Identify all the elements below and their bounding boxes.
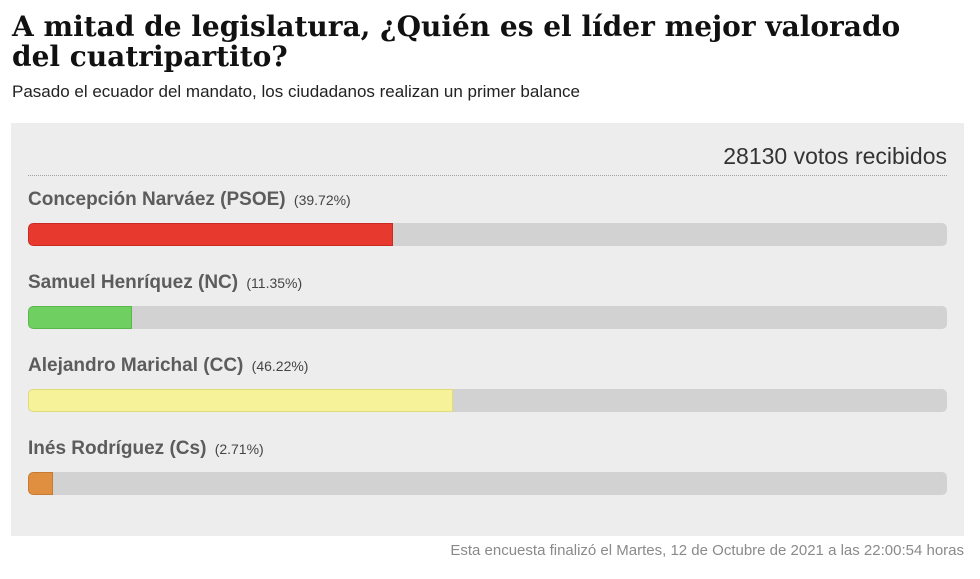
- option-bar-fill: [28, 223, 394, 246]
- poll-subtitle: Pasado el ecuador del mandato, los ciuda…: [12, 82, 580, 101]
- option-bar-fill: [28, 306, 133, 329]
- poll-title: A mitad de legislatura, ¿Quién es el líd…: [12, 10, 901, 73]
- option-percent: (46.22%): [251, 358, 309, 374]
- poll-option: Inés Rodríguez (Cs) (2.71%): [28, 437, 947, 495]
- option-name: Alejandro Marichal (CC): [28, 355, 244, 376]
- option-name: Concepción Narváez (PSOE): [28, 189, 286, 210]
- option-name: Inés Rodríguez (Cs): [28, 438, 207, 459]
- option-label: Inés Rodríguez (Cs) (2.71%): [28, 437, 947, 461]
- results-panel: 28130 votos recibidos Concepción Narváez…: [11, 123, 964, 536]
- option-percent: (11.35%): [246, 275, 303, 291]
- votes-count: 28130 votos recibidos: [723, 143, 947, 169]
- option-bar-track: [28, 306, 947, 329]
- option-name: Samuel Henríquez (NC): [28, 272, 239, 293]
- poll-option: Samuel Henríquez (NC) (11.35%): [28, 271, 947, 329]
- votes-divider: [28, 175, 947, 176]
- option-bar-fill: [28, 389, 453, 412]
- option-bar-track: [28, 223, 947, 246]
- option-label: Alejandro Marichal (CC) (46.22%): [28, 354, 947, 378]
- option-percent: (39.72%): [293, 192, 351, 208]
- option-label: Samuel Henríquez (NC) (11.35%): [28, 271, 947, 295]
- option-bar-fill: [28, 472, 53, 495]
- poll-option: Concepción Narváez (PSOE) (39.72%): [28, 188, 947, 246]
- option-bar-track: [28, 389, 947, 412]
- poll-option: Alejandro Marichal (CC) (46.22%): [28, 354, 947, 412]
- poll-end-note: Esta encuesta finalizó el Martes, 12 de …: [450, 542, 964, 559]
- option-bar-track: [28, 472, 947, 495]
- option-label: Concepción Narváez (PSOE) (39.72%): [28, 188, 947, 212]
- option-percent: (2.71%): [214, 441, 264, 457]
